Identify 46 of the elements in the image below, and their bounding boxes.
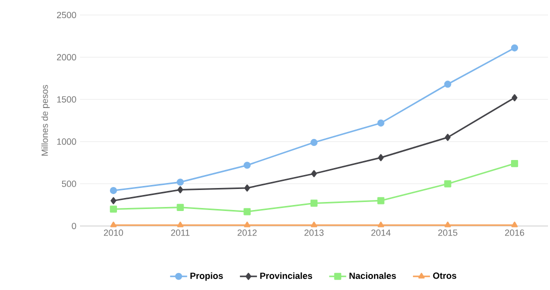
x-tick-label: 2011 xyxy=(171,230,190,236)
point xyxy=(176,204,184,211)
point xyxy=(311,170,317,178)
x-tick-label: 2015 xyxy=(438,230,458,236)
point xyxy=(511,160,518,168)
point xyxy=(244,184,250,192)
x-tick-label: 2014 xyxy=(371,230,391,236)
x-tick-label: 2012 xyxy=(238,230,257,236)
y-tick-label: 1500 xyxy=(57,96,76,103)
y-tick-label: 2000 xyxy=(56,54,76,60)
point xyxy=(511,222,518,228)
point xyxy=(310,222,318,228)
legend-label: Provinciales xyxy=(260,272,312,279)
point xyxy=(511,44,518,52)
x-tick-label: 2016 xyxy=(505,230,524,236)
x-tick-label: 2013 xyxy=(304,230,324,236)
point xyxy=(378,222,384,228)
point xyxy=(176,178,184,186)
point xyxy=(377,119,384,127)
point xyxy=(378,154,384,162)
point xyxy=(512,94,518,102)
point xyxy=(377,197,384,204)
point xyxy=(110,187,117,194)
y-axis-title: Millones de pesos xyxy=(41,84,50,156)
y-tick-label: 500 xyxy=(62,180,76,187)
point xyxy=(110,197,116,204)
point xyxy=(310,200,318,207)
point xyxy=(244,162,251,169)
point xyxy=(310,138,318,146)
point xyxy=(110,222,117,228)
point xyxy=(444,80,452,88)
point xyxy=(244,208,251,216)
point xyxy=(444,222,451,228)
point xyxy=(444,134,451,141)
x-tick-label: 2010 xyxy=(104,230,124,236)
legend-label: Nacionales xyxy=(350,272,396,279)
legend-label: Propios xyxy=(190,272,223,281)
y-tick-label: 0 xyxy=(72,222,76,230)
point xyxy=(444,180,452,188)
point xyxy=(244,222,250,228)
legend-label: Otros xyxy=(433,272,456,279)
point xyxy=(177,186,184,194)
point xyxy=(110,206,117,213)
point xyxy=(177,222,184,228)
y-tick-label: 1000 xyxy=(57,138,76,145)
y-tick-label: 2500 xyxy=(56,12,76,18)
